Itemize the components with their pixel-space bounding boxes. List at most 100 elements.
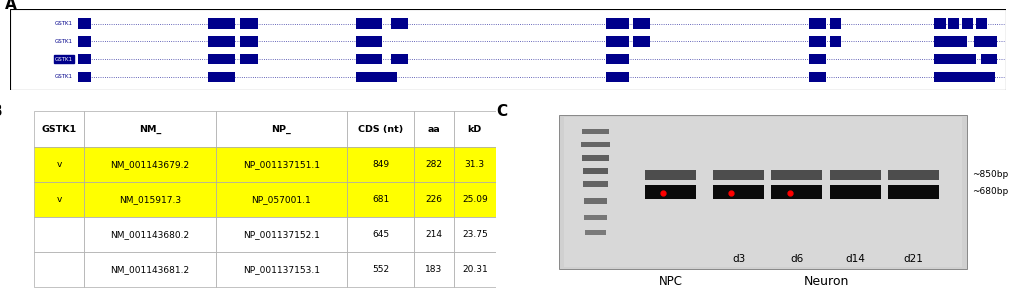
Bar [240,18,258,29]
Bar [356,18,382,29]
Text: v: v [57,195,62,204]
Text: NM_001143681.2: NM_001143681.2 [110,265,189,274]
Text: d3: d3 [733,254,746,264]
Bar [810,18,826,29]
Text: GSTK1: GSTK1 [55,39,73,44]
Text: A: A [5,0,17,12]
Text: NPC: NPC [658,275,683,288]
Bar [78,54,85,64]
Bar [830,36,841,47]
Text: 31.3: 31.3 [464,160,485,169]
Bar [606,18,629,29]
Text: B: B [0,104,2,119]
Bar [414,147,454,182]
Text: Neuron: Neuron [804,275,848,288]
Bar [215,147,347,182]
Bar [935,18,946,29]
Text: GSTK1: GSTK1 [42,125,77,134]
Bar [974,36,998,47]
Bar [84,217,215,252]
Bar [454,217,496,252]
Text: 20.31: 20.31 [462,265,488,274]
Text: NP_: NP_ [271,124,292,134]
Text: 681: 681 [372,195,389,204]
Bar [84,112,215,147]
Bar [962,18,973,29]
Bar [347,112,414,147]
Bar [713,185,764,199]
Bar [240,36,258,47]
Bar [980,54,998,64]
Bar [810,36,826,47]
Bar [771,170,823,180]
Bar [633,36,650,47]
Bar [347,217,414,252]
Bar [454,112,496,147]
Text: NP_001137153.1: NP_001137153.1 [243,265,320,274]
Bar [84,147,215,182]
Text: NM_001143680.2: NM_001143680.2 [110,230,189,239]
Bar [559,115,967,269]
Bar [35,217,84,252]
Text: aa: aa [428,125,440,134]
Bar [633,18,650,29]
Bar [356,71,397,82]
Bar [935,71,995,82]
Bar [810,54,826,64]
Bar [78,18,85,29]
Text: 23.75: 23.75 [462,230,488,239]
Bar [391,54,407,64]
Bar [391,18,407,29]
Text: NM_015917.3: NM_015917.3 [119,195,181,204]
Bar [810,71,826,82]
Bar [84,252,215,287]
Text: GSTK1: GSTK1 [55,57,73,62]
Bar [606,36,629,47]
Bar [888,170,939,180]
Bar [35,182,84,217]
Bar [207,54,236,64]
Bar [935,36,967,47]
Bar [35,147,84,182]
Text: 214: 214 [426,230,442,239]
Bar [215,217,347,252]
Bar [606,54,629,64]
Bar [347,147,414,182]
Bar [454,147,496,182]
Bar [976,18,988,29]
Bar [347,182,414,217]
Bar [207,18,236,29]
Bar [454,182,496,217]
Text: ~850bp: ~850bp [972,170,1008,179]
Text: CDS (nt): CDS (nt) [358,125,403,134]
Text: 25.09: 25.09 [462,195,488,204]
Bar [888,185,939,199]
Text: C: C [496,104,507,119]
Bar [35,252,84,287]
Bar [935,54,976,64]
Bar [414,252,454,287]
Text: d6: d6 [790,254,804,264]
Text: 226: 226 [426,195,442,204]
Bar [830,170,881,180]
Bar [207,36,236,47]
Bar [581,142,610,147]
Bar [207,71,236,82]
Bar [582,155,609,161]
Bar [356,36,382,47]
Bar [85,54,90,64]
Bar [583,181,608,187]
Text: 282: 282 [426,160,442,169]
Bar [645,170,696,180]
Bar [771,185,823,199]
Bar [78,36,85,47]
Bar [414,112,454,147]
Bar [78,71,85,82]
Bar [215,252,347,287]
Bar [830,18,841,29]
Bar [240,54,258,64]
Text: NM_001143679.2: NM_001143679.2 [110,160,189,169]
Bar [414,182,454,217]
Text: NM_: NM_ [138,124,161,134]
Text: NP_001137151.1: NP_001137151.1 [243,160,320,169]
